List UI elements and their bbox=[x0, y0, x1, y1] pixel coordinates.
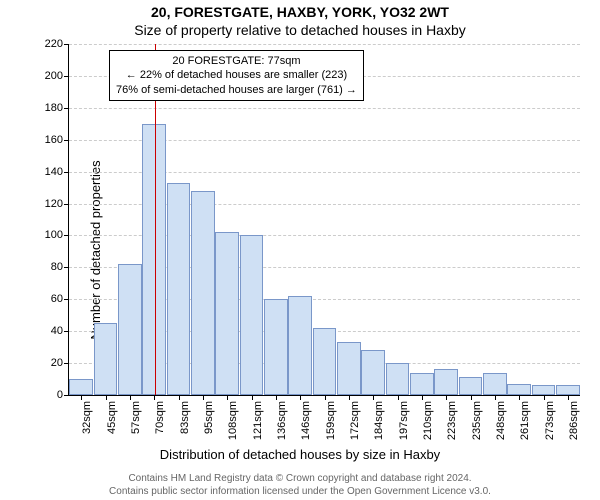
ytick-label: 140 bbox=[45, 166, 69, 178]
footer-line-1: Contains HM Land Registry data © Crown c… bbox=[0, 473, 600, 486]
xtick-mark bbox=[446, 395, 447, 400]
histogram-bar bbox=[386, 363, 410, 395]
ytick-label: 40 bbox=[51, 325, 69, 337]
ytick-label: 160 bbox=[45, 134, 69, 146]
xtick-mark bbox=[203, 395, 204, 400]
xtick-label: 146sqm bbox=[300, 401, 312, 440]
xtick-mark bbox=[568, 395, 569, 400]
xtick-label: 286sqm bbox=[568, 401, 580, 440]
xtick-label: 273sqm bbox=[544, 401, 556, 440]
xtick-mark bbox=[227, 395, 228, 400]
ytick-label: 100 bbox=[45, 229, 69, 241]
ytick-label: 220 bbox=[45, 38, 69, 50]
xtick-label: 172sqm bbox=[349, 401, 361, 440]
x-axis-label: Distribution of detached houses by size … bbox=[0, 447, 600, 462]
gridline-h bbox=[69, 108, 580, 109]
ytick-label: 80 bbox=[51, 261, 69, 273]
xtick-mark bbox=[106, 395, 107, 400]
xtick-mark bbox=[81, 395, 82, 400]
xtick-label: 121sqm bbox=[252, 401, 264, 440]
histogram-bar bbox=[459, 377, 483, 395]
ytick-label: 20 bbox=[51, 357, 69, 369]
xtick-label: 235sqm bbox=[471, 401, 483, 440]
histogram-bar bbox=[118, 264, 142, 395]
xtick-mark bbox=[519, 395, 520, 400]
chart-container: 20, FORESTGATE, HAXBY, YORK, YO32 2WT Si… bbox=[0, 0, 600, 500]
xtick-mark bbox=[276, 395, 277, 400]
xtick-mark bbox=[154, 395, 155, 400]
xtick-mark bbox=[300, 395, 301, 400]
xtick-label: 159sqm bbox=[325, 401, 337, 440]
xtick-label: 197sqm bbox=[398, 401, 410, 440]
ytick-label: 120 bbox=[45, 198, 69, 210]
chart-title-sub: Size of property relative to detached ho… bbox=[0, 22, 600, 38]
xtick-label: 248sqm bbox=[495, 401, 507, 440]
xtick-mark bbox=[422, 395, 423, 400]
xtick-mark bbox=[398, 395, 399, 400]
xtick-label: 184sqm bbox=[373, 401, 385, 440]
xtick-mark bbox=[130, 395, 131, 400]
xtick-label: 83sqm bbox=[179, 401, 191, 434]
histogram-bar bbox=[410, 373, 434, 395]
histogram-bar bbox=[361, 350, 385, 395]
histogram-bar bbox=[556, 385, 580, 395]
histogram-bar bbox=[288, 296, 312, 395]
xtick-label: 45sqm bbox=[106, 401, 118, 434]
histogram-bar bbox=[142, 124, 166, 395]
histogram-bar bbox=[434, 369, 458, 395]
plot-area: 02040608010012014016018020022032sqm45sqm… bbox=[68, 44, 580, 396]
xtick-mark bbox=[325, 395, 326, 400]
ytick-label: 180 bbox=[45, 102, 69, 114]
annotation-line-3: 76% of semi-detached houses are larger (… bbox=[116, 83, 357, 97]
histogram-bar bbox=[167, 183, 191, 395]
histogram-bar bbox=[532, 385, 556, 395]
histogram-bar bbox=[483, 373, 507, 395]
gridline-h bbox=[69, 44, 580, 45]
xtick-label: 136sqm bbox=[276, 401, 288, 440]
xtick-mark bbox=[373, 395, 374, 400]
histogram-bar bbox=[507, 384, 531, 395]
histogram-bar bbox=[94, 323, 118, 395]
footer-attribution: Contains HM Land Registry data © Crown c… bbox=[0, 473, 600, 498]
histogram-bar bbox=[313, 328, 337, 395]
annotation-box: 20 FORESTGATE: 77sqm ← 22% of detached h… bbox=[109, 50, 364, 101]
xtick-label: 70sqm bbox=[154, 401, 166, 434]
xtick-mark bbox=[495, 395, 496, 400]
xtick-label: 223sqm bbox=[446, 401, 458, 440]
xtick-label: 32sqm bbox=[81, 401, 93, 434]
histogram-bar bbox=[215, 232, 239, 395]
annotation-line-2: ← 22% of detached houses are smaller (22… bbox=[116, 68, 357, 82]
xtick-label: 261sqm bbox=[519, 401, 531, 440]
xtick-label: 57sqm bbox=[130, 401, 142, 434]
ytick-label: 0 bbox=[57, 389, 69, 401]
xtick-label: 210sqm bbox=[422, 401, 434, 440]
histogram-bar bbox=[69, 379, 93, 395]
histogram-bar bbox=[191, 191, 215, 395]
xtick-mark bbox=[179, 395, 180, 400]
xtick-mark bbox=[544, 395, 545, 400]
histogram-bar bbox=[240, 235, 264, 395]
xtick-mark bbox=[471, 395, 472, 400]
ytick-label: 60 bbox=[51, 293, 69, 305]
xtick-mark bbox=[349, 395, 350, 400]
annotation-line-1: 20 FORESTGATE: 77sqm bbox=[116, 54, 357, 68]
xtick-label: 95sqm bbox=[203, 401, 215, 434]
footer-line-2: Contains public sector information licen… bbox=[0, 486, 600, 499]
histogram-bar bbox=[337, 342, 361, 395]
chart-title-address: 20, FORESTGATE, HAXBY, YORK, YO32 2WT bbox=[0, 4, 600, 20]
histogram-bar bbox=[264, 299, 288, 395]
xtick-mark bbox=[252, 395, 253, 400]
xtick-label: 108sqm bbox=[227, 401, 239, 440]
ytick-label: 200 bbox=[45, 70, 69, 82]
